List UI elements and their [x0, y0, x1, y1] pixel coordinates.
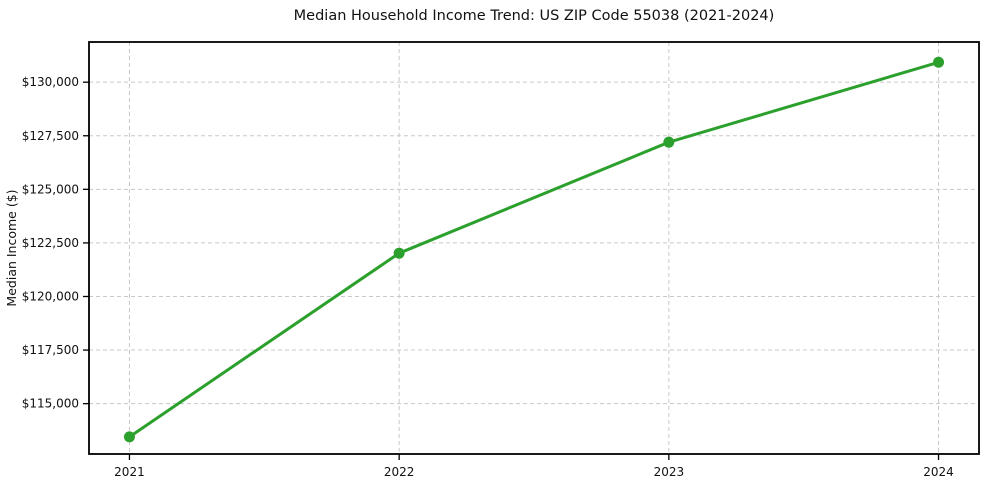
- y-tick-label: $120,000: [22, 289, 79, 303]
- x-tick-label: 2023: [654, 465, 685, 479]
- y-tick-label: $115,000: [22, 397, 79, 411]
- y-tick-label: $130,000: [22, 75, 79, 89]
- data-point-marker: [663, 136, 675, 148]
- chart-title: Median Household Income Trend: US ZIP Co…: [294, 8, 775, 24]
- y-tick-label: $125,000: [22, 182, 79, 196]
- y-tick-label: $122,500: [22, 236, 79, 250]
- x-tick-label: 2021: [114, 465, 145, 479]
- x-tick-label: 2022: [384, 465, 415, 479]
- plot-border: [88, 41, 980, 455]
- y-tick-label: $127,500: [22, 129, 79, 143]
- series-layer: [123, 56, 945, 443]
- x-tick-label: 2024: [923, 465, 954, 479]
- y-axis-label: Median Income ($): [4, 189, 19, 306]
- grid-layer: [89, 42, 979, 454]
- label-layer: Median Household Income Trend: US ZIP Co…: [4, 8, 954, 479]
- data-point-marker: [123, 431, 135, 443]
- trend-line: [127, 60, 941, 439]
- y-tick-label: $117,500: [22, 343, 79, 357]
- axes-layer: [83, 41, 980, 460]
- data-point-marker: [933, 56, 945, 68]
- data-point-marker: [393, 247, 405, 259]
